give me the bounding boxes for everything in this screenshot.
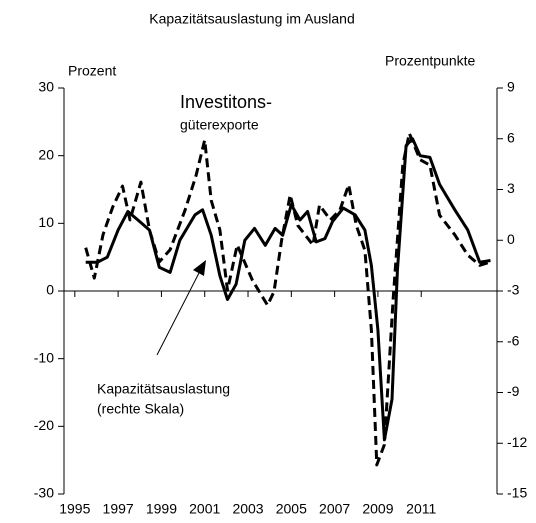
annotation: (rechte Skala)	[97, 401, 184, 417]
y2-tick-label: -12	[507, 434, 527, 450]
y2-tick-label: 9	[507, 79, 515, 95]
x-tick-label: 1995	[59, 501, 90, 517]
y2-tick-label: -6	[507, 332, 520, 348]
y-tick-label: 0	[46, 282, 54, 298]
y2-tick-label: 3	[507, 180, 515, 196]
x-tick-label: 1999	[146, 501, 177, 517]
y-tick-label: 10	[38, 214, 54, 230]
y2-tick-label: -3	[507, 282, 520, 298]
x-tick-label: 2003	[232, 501, 263, 517]
chart-title: Kapazitätsauslastung im Ausland	[149, 11, 354, 27]
x-tick-label: 2001	[189, 501, 220, 517]
x-tick-label: 2007	[319, 501, 350, 517]
arrow-head	[193, 260, 206, 276]
y-tick-label: 30	[38, 79, 54, 95]
annotation: Investitons-	[180, 92, 272, 112]
y2-tick-label: 0	[507, 231, 515, 247]
x-tick-label: 2005	[276, 501, 307, 517]
y-tick-label: -20	[34, 417, 54, 433]
y-tick-label: -10	[34, 349, 54, 365]
annotation: Kapazitätsauslastung	[97, 381, 230, 397]
series-line	[85, 137, 491, 442]
y-axis-label: Prozent	[68, 63, 116, 79]
y2-tick-label: 6	[507, 129, 515, 145]
y2-tick-label: -15	[507, 485, 527, 501]
x-tick-label: 2009	[362, 501, 393, 517]
y2-axis-label: Prozentpunkte	[385, 53, 475, 69]
arrow-line	[156, 270, 201, 356]
y-tick-label: -30	[34, 485, 54, 501]
y2-tick-label: -9	[507, 383, 520, 399]
y-tick-label: 20	[38, 146, 54, 162]
annotation: güterexporte	[180, 117, 259, 133]
x-tick-label: 1997	[103, 501, 134, 517]
x-tick-label: 2011	[406, 501, 436, 517]
